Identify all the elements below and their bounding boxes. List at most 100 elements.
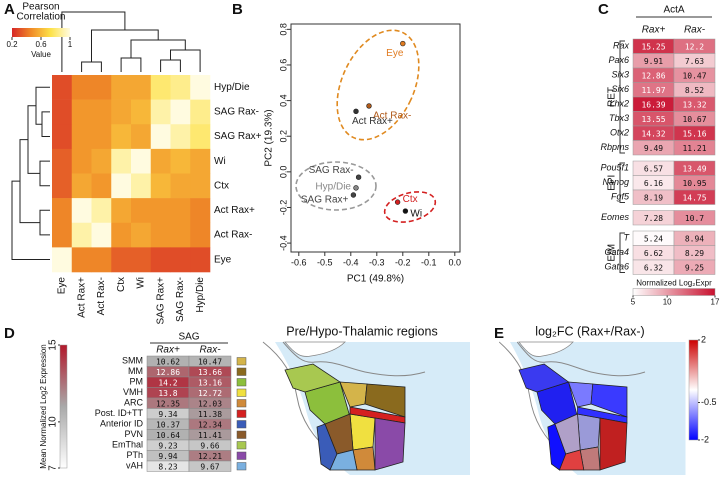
colorbar-tick-label: -2	[701, 434, 709, 444]
y-tick-label: 0.6	[278, 59, 288, 72]
colorbar-tick-label: -0.5	[701, 397, 717, 407]
cell-value: 9.94	[158, 452, 177, 461]
brain-diagram	[262, 341, 470, 475]
region-label: MM	[128, 366, 143, 376]
cell-value: 10.64	[156, 431, 180, 440]
x-tick-label: -0.1	[421, 257, 437, 267]
y-tick-label: 0.0	[278, 166, 288, 179]
point-label: Wi	[410, 209, 422, 220]
heatmap-cell	[150, 198, 171, 224]
diagram-title: log₂FC (Rax+/Rax-)	[535, 324, 644, 338]
heatmap-cell	[673, 210, 716, 226]
cell-value: 12.34	[198, 420, 222, 429]
colorbar-tick-label: 0.6	[35, 40, 47, 49]
heatmap-cell	[91, 222, 112, 248]
heatmap-cell	[150, 75, 171, 100]
cell-value: 9.49	[644, 144, 663, 153]
cell-value: 13.8	[158, 389, 177, 398]
colorbar-tick-label: 0.2	[6, 40, 18, 49]
region-label: Post. ID+TT	[95, 408, 144, 418]
heatmap-cell	[71, 222, 92, 248]
region-swatch	[236, 378, 247, 387]
y-tick-label: 0.2	[278, 130, 288, 143]
heatmap-cell	[150, 124, 171, 150]
heatmap-cell	[111, 247, 132, 273]
heatmap-cell	[190, 173, 211, 199]
column-header: Rax-	[199, 345, 221, 356]
heatmap-cell	[131, 124, 152, 150]
row-label: SAG Rax-	[214, 107, 259, 118]
brain-region	[349, 413, 376, 451]
heatmap-cell	[150, 99, 171, 125]
cluster-ellipses	[295, 29, 437, 223]
cell-value: 12.35	[156, 399, 180, 408]
point	[353, 108, 359, 114]
colorbar-tick-label: 10	[663, 298, 672, 307]
colorbar-tick-label: 17	[711, 298, 720, 307]
x-tick-label: -0.6	[291, 257, 307, 267]
heatmap-cell	[131, 75, 152, 100]
point	[355, 174, 362, 180]
colorbar-title: Normalized Log₂Expr	[636, 279, 712, 288]
colorbar-tick-label: 2	[701, 334, 706, 344]
column-header: Rax-	[684, 25, 706, 36]
heatmap-cell	[170, 148, 191, 174]
brain-region	[558, 449, 585, 471]
region-label: SMM	[122, 356, 143, 366]
point	[350, 192, 357, 198]
heatmap-cell	[111, 148, 132, 174]
point	[353, 185, 359, 191]
colorbar	[632, 288, 716, 296]
cell-value: 11.38	[198, 410, 222, 419]
group-label: RET	[607, 87, 618, 107]
gene-label: T	[624, 233, 631, 243]
heatmap-cell	[111, 124, 132, 150]
brain-region	[284, 363, 341, 393]
heatmap-cell	[150, 148, 171, 174]
heatmap-cell	[71, 198, 92, 224]
region-swatch	[236, 451, 247, 460]
point-label: Ctx	[403, 194, 418, 205]
region-label: PVN	[124, 429, 143, 439]
brain-region	[518, 363, 570, 393]
panel-label: E	[494, 325, 504, 342]
region-label: vAH	[126, 461, 143, 471]
gene-label: Lhx2	[609, 99, 629, 109]
region-label: PTh	[126, 450, 143, 460]
colorbar-tick-label: 1	[68, 40, 73, 49]
point-label: SAG Rax+	[301, 195, 349, 206]
heatmap-cell	[170, 247, 191, 273]
region-swatch	[236, 420, 247, 429]
brain-diagram	[498, 341, 686, 475]
colorbar	[12, 28, 70, 37]
heatmap-cell	[190, 99, 211, 125]
group-bracket	[619, 40, 625, 154]
cluster-ellipse	[383, 191, 437, 223]
cell-value: 10.47	[198, 357, 222, 366]
cell-value: 6.16	[644, 179, 663, 188]
region-swatch	[236, 430, 247, 439]
heatmap-cell	[52, 75, 73, 100]
cell-value: 14.75	[682, 193, 706, 202]
gene-label: Eomes	[601, 212, 630, 222]
panel-label: D	[4, 325, 15, 342]
colorbar-tick-label: 5	[631, 298, 636, 307]
region-label: PM	[130, 377, 144, 387]
y-axis-label: PC2 (19.3%)	[264, 109, 275, 166]
heatmap-cell	[170, 222, 191, 248]
heatmap-cell	[131, 247, 152, 273]
cell-value: 7.28	[644, 214, 663, 223]
cell-value: 10.37	[156, 420, 180, 429]
y-tick-label: -0.2	[278, 200, 288, 216]
heatmap-cell	[190, 75, 211, 100]
cluster-ellipse	[295, 161, 377, 211]
cell-value: 10.47	[682, 71, 706, 80]
row-label: SAG Rax+	[214, 131, 262, 142]
cell-value: 9.34	[158, 410, 177, 419]
gene-label: Otx2	[610, 128, 629, 138]
heatmap-cell	[150, 173, 171, 199]
region-label: ARC	[124, 398, 144, 408]
cell-value: 15.25	[641, 42, 665, 51]
heatmap-cell	[150, 247, 171, 273]
